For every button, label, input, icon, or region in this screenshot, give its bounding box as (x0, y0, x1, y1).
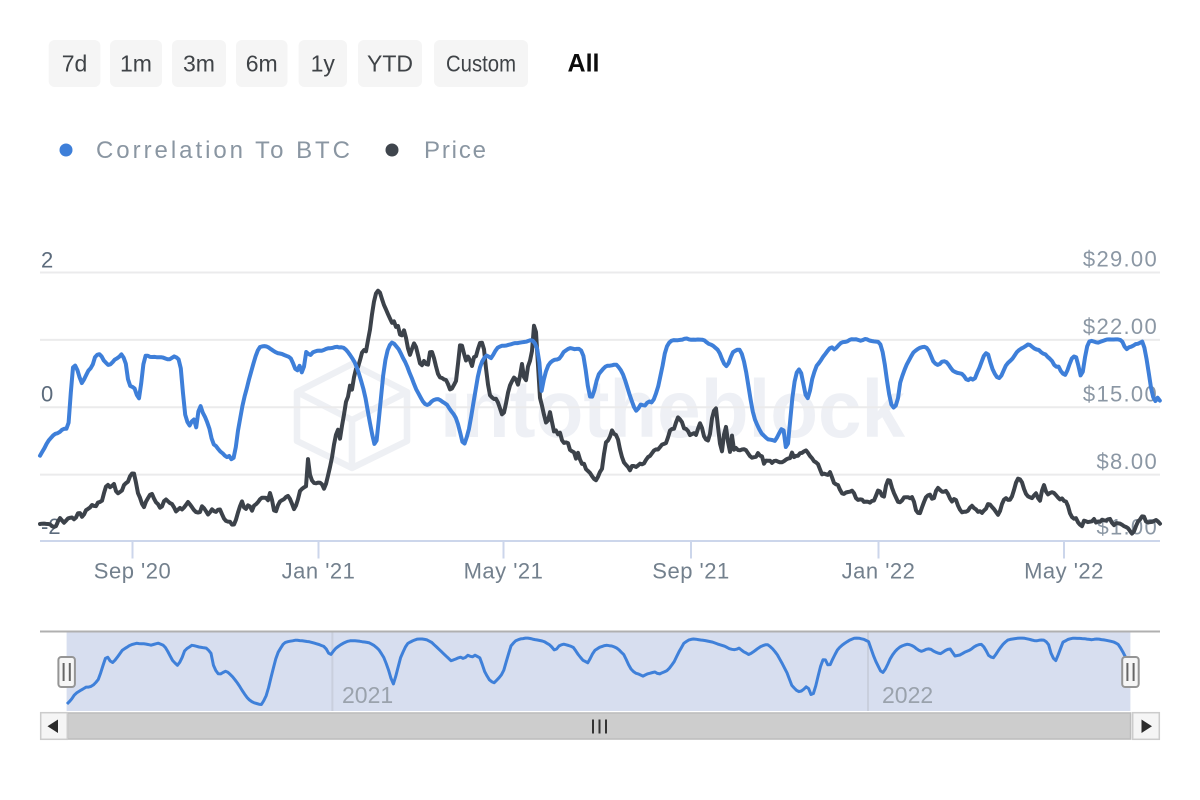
svg-text:2021: 2021 (342, 682, 393, 708)
svg-text:7d: 7d (62, 51, 88, 77)
svg-text:Correlation To BTC: Correlation To BTC (96, 137, 350, 164)
svg-text:YTD: YTD (367, 51, 413, 77)
svg-text:Jan '21: Jan '21 (282, 559, 356, 584)
svg-text:All: All (568, 50, 600, 78)
svg-text:2022: 2022 (882, 682, 933, 708)
svg-text:Price: Price (424, 137, 486, 164)
svg-text:$15.00: $15.00 (1083, 381, 1158, 406)
svg-text:Jan '22: Jan '22 (842, 559, 916, 584)
svg-text:May '21: May '21 (464, 559, 544, 584)
svg-text:3m: 3m (183, 51, 215, 77)
svg-text:1y: 1y (311, 51, 336, 77)
svg-text:$22.00: $22.00 (1083, 314, 1158, 339)
svg-text:Sep '20: Sep '20 (94, 559, 171, 584)
svg-text:0: 0 (41, 382, 53, 407)
svg-text:2: 2 (41, 248, 53, 273)
svg-text:$8.00: $8.00 (1096, 449, 1158, 474)
svg-text:1m: 1m (120, 51, 152, 77)
svg-text:Sep '21: Sep '21 (652, 559, 729, 584)
svg-text:intotheblock: intotheblock (440, 364, 905, 455)
svg-text:$29.00: $29.00 (1083, 247, 1158, 272)
svg-text:6m: 6m (246, 51, 278, 77)
svg-text:Custom: Custom (446, 51, 516, 77)
svg-text:May '22: May '22 (1024, 559, 1104, 584)
